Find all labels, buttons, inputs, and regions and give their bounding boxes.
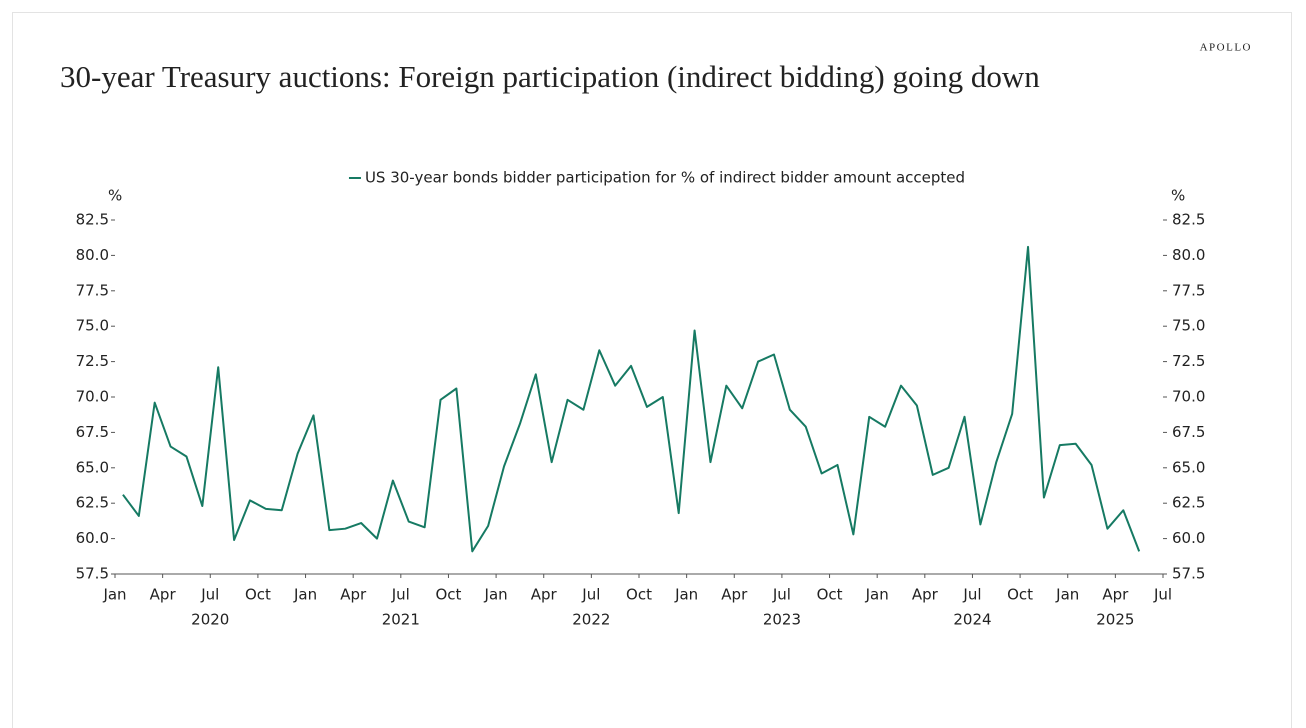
y2-tick-label: 65.0 [1172, 458, 1205, 476]
y-tick-label: 72.5 [76, 352, 109, 370]
y-tick-label: 75.0 [76, 317, 109, 335]
y-tick-label: 77.5 [76, 281, 109, 299]
x-tick-label: Apr [531, 586, 558, 604]
x-tick-label: Jul [200, 586, 219, 604]
x-tick-label: Oct [626, 586, 652, 604]
x-tick-label: Jul [391, 586, 410, 604]
x-tick-label: Jan [1055, 586, 1079, 604]
y2-tick-label: 80.0 [1172, 246, 1205, 264]
x-tick-label: Jul [772, 586, 791, 604]
y2-tick-label: 62.5 [1172, 494, 1205, 512]
x-tick-label: Apr [1102, 586, 1129, 604]
y2-tick-label: 82.5 [1172, 211, 1205, 229]
x-tick-label: Apr [721, 586, 748, 604]
y-tick-label: 62.5 [76, 494, 109, 512]
y-tick-label: 57.5 [76, 565, 109, 583]
x-tick-label: Jan [484, 586, 508, 604]
x-tick-label: Oct [817, 586, 843, 604]
y-tick-label: 70.0 [76, 388, 109, 406]
y2-axis-label: % [1171, 187, 1185, 205]
x-group-label: 2023 [763, 611, 801, 629]
x-group-label: 2021 [382, 611, 420, 629]
y-tick-label: 80.0 [76, 246, 109, 264]
x-group-label: 2024 [953, 611, 991, 629]
legend-label: US 30-year bonds bidder participation fo… [365, 169, 965, 187]
x-tick-label: Jul [581, 586, 600, 604]
x-tick-label: Apr [150, 586, 177, 604]
y2-tick-label: 75.0 [1172, 317, 1205, 335]
y2-tick-label: 57.5 [1172, 565, 1205, 583]
x-tick-label: Jul [962, 586, 981, 604]
y2-tick-label: 70.0 [1172, 388, 1205, 406]
x-tick-label: Oct [245, 586, 271, 604]
y-tick-label: 65.0 [76, 458, 109, 476]
line-series [122, 245, 1141, 553]
x-tick-label: Oct [1007, 586, 1033, 604]
y2-tick-label: 67.5 [1172, 423, 1205, 441]
x-group-label: 2020 [191, 611, 229, 629]
x-tick-label: Jul [1153, 586, 1172, 604]
y2-tick-label: 60.0 [1172, 529, 1205, 547]
x-group-label: 2025 [1096, 611, 1134, 629]
y-tick-label: 67.5 [76, 423, 109, 441]
x-tick-label: Jan [865, 586, 889, 604]
x-tick-label: Apr [912, 586, 939, 604]
x-tick-label: Apr [340, 586, 367, 604]
x-tick-label: Jan [293, 586, 317, 604]
x-tick-label: Jan [674, 586, 698, 604]
y-axis-label: % [108, 187, 122, 205]
y2-tick-label: 77.5 [1172, 281, 1205, 299]
y-tick-label: 82.5 [76, 211, 109, 229]
x-group-label: 2022 [572, 611, 610, 629]
brand: APOLLO [1200, 42, 1252, 54]
card [12, 12, 1292, 728]
chart-title: 30-year Treasury auctions: Foreign parti… [60, 59, 1040, 94]
x-tick-label: Oct [435, 586, 461, 604]
y-tick-label: 60.0 [76, 529, 109, 547]
y2-tick-label: 72.5 [1172, 352, 1205, 370]
x-tick-label: Jan [102, 586, 126, 604]
